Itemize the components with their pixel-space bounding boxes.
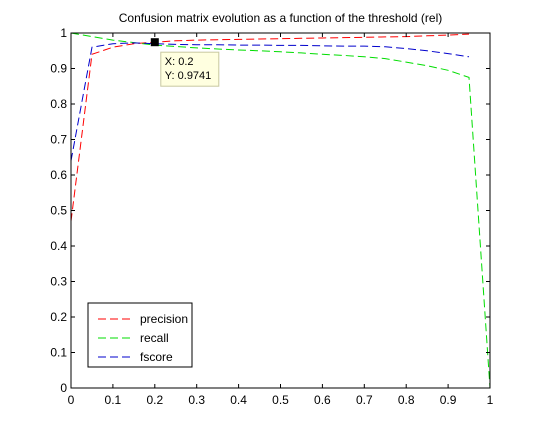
x-tick-label: 0.6: [314, 393, 331, 407]
series-line-fscore: [70, 42, 470, 161]
datatip[interactable]: X: 0.2 Y: 0.9741: [150, 38, 220, 87]
x-tick-label: 0.8: [398, 393, 415, 407]
x-tick-label: 0: [68, 393, 75, 407]
y-tick-label: 0.8: [50, 97, 67, 111]
datatip-box: [160, 51, 220, 87]
legend-label-precision: precision: [140, 312, 188, 326]
y-tick-label: 0: [60, 381, 67, 395]
series-line-recall: [70, 32, 491, 389]
y-tick-label: 0.7: [50, 133, 67, 147]
y-tick-label: 0.5: [50, 204, 67, 218]
x-tick-label: 0.2: [146, 393, 163, 407]
x-tick-label: 0.3: [188, 393, 205, 407]
y-tick-label: 0.1: [50, 346, 67, 360]
y-tick-label: 0.6: [50, 168, 67, 182]
datatip-marker[interactable]: [150, 38, 159, 47]
legend-label-fscore: fscore: [140, 350, 173, 364]
x-tick-label: 0.9: [440, 393, 457, 407]
series-line-precision: [70, 33, 470, 222]
y-tick-label: 0.4: [50, 239, 67, 253]
y-tick-label: 0.2: [50, 310, 67, 324]
x-tick-label: 0.4: [230, 393, 247, 407]
y-tick-label: 0.9: [50, 62, 67, 76]
x-tick-label: 0.7: [356, 393, 373, 407]
y-tick-label: 0.3: [50, 275, 67, 289]
chart-title: Confusion matrix evolution as a function…: [119, 11, 443, 25]
x-tick-label: 0.1: [105, 393, 122, 407]
axis-ticks: 0 0.1 0.2 0.3 0.4 0.5 0.6 0.7 0.8 0.9 1 0 0.1 0.2 0.3 0…: [50, 26, 493, 407]
y-tick-label: 1: [60, 26, 67, 40]
legend-label-recall: recall: [140, 331, 169, 345]
x-tick-label: 1: [487, 393, 494, 407]
datatip-x-label: X: 0.2: [165, 56, 194, 68]
series-layer: [70, 32, 491, 389]
x-tick-label: 0.5: [272, 393, 289, 407]
legend: precision recall fscore: [87, 302, 193, 368]
datatip-y-label: Y: 0.9741: [165, 70, 212, 82]
legend-box: [87, 302, 193, 368]
